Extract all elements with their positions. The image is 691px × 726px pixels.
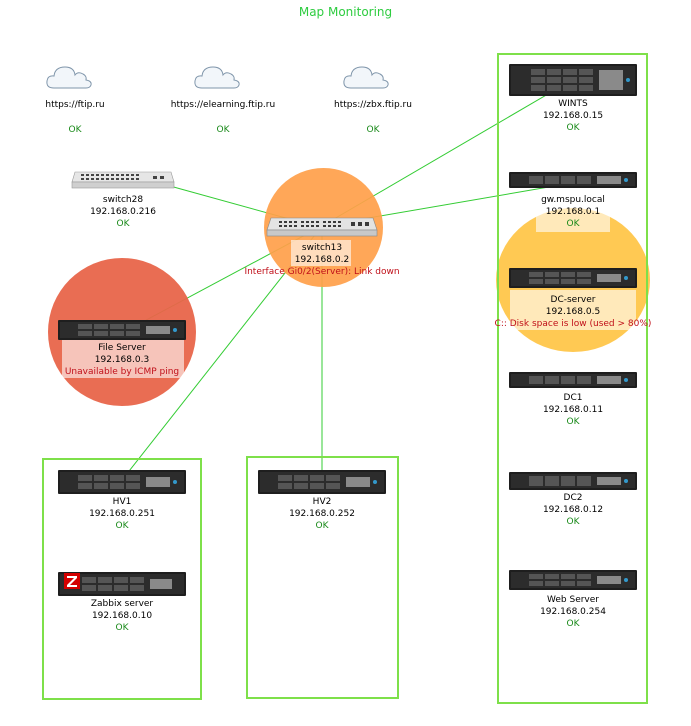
host-wints[interactable]: WINTS 192.168.0.15 OK bbox=[503, 64, 643, 136]
server-icon bbox=[509, 372, 637, 388]
host-ip: 192.168.0.1 bbox=[545, 207, 601, 217]
label-background bbox=[291, 240, 351, 266]
host-ip: 192.168.0.12 bbox=[542, 505, 604, 515]
host-status: OK bbox=[315, 521, 329, 531]
host-name: switch28 bbox=[102, 195, 144, 205]
cloud-icon bbox=[194, 66, 240, 89]
host-status: OK bbox=[566, 219, 580, 229]
label-background bbox=[536, 194, 610, 232]
host-ip: 192.168.0.2 bbox=[294, 255, 350, 265]
host-hv1[interactable]: HV1 192.168.0.251 OK bbox=[52, 470, 192, 531]
host-name: switch13 bbox=[301, 243, 343, 253]
host-ip: 192.168.0.5 bbox=[545, 307, 601, 317]
host-ip: 192.168.0.15 bbox=[542, 111, 604, 121]
host-dc-server[interactable]: DC-server 192.168.0.5 C:: Disk space is … bbox=[493, 268, 653, 332]
server-icon bbox=[509, 570, 637, 590]
host-name: HV2 bbox=[312, 497, 332, 507]
host-problem: Interface Gi0/2(Server): Link down bbox=[244, 267, 400, 277]
group-hv2[interactable] bbox=[246, 456, 399, 699]
service-url: https://elearning.ftip.ru bbox=[170, 100, 276, 110]
host-status: OK bbox=[115, 623, 129, 633]
server-icon bbox=[509, 172, 637, 188]
switch-icon bbox=[71, 171, 175, 189]
service-zbx[interactable]: https://zbx.ftip.ru OK bbox=[318, 60, 428, 140]
host-name: DC-server bbox=[550, 295, 596, 305]
host-switch13[interactable]: switch13 192.168.0.2 Interface Gi0/2(Ser… bbox=[232, 214, 412, 278]
host-name: HV1 bbox=[112, 497, 132, 507]
host-dc1[interactable]: DC1 192.168.0.11 OK bbox=[503, 372, 643, 432]
group-right[interactable] bbox=[497, 53, 648, 704]
server-icon bbox=[58, 470, 186, 494]
host-gw[interactable]: gw.mspu.local 192.168.0.1 OK bbox=[503, 172, 643, 232]
host-name: gw.mspu.local bbox=[541, 195, 605, 205]
host-web-server[interactable]: Web Server 192.168.0.254 OK bbox=[503, 570, 643, 630]
map-title: Map Monitoring bbox=[298, 5, 393, 19]
group-hv1[interactable] bbox=[42, 458, 202, 700]
host-name: DC1 bbox=[563, 393, 583, 403]
host-ip: 192.168.0.254 bbox=[540, 607, 606, 617]
host-ip: 192.168.0.251 bbox=[89, 509, 155, 519]
cloud-icon bbox=[46, 66, 92, 89]
service-ftip[interactable]: https://ftip.ru OK bbox=[30, 60, 120, 140]
host-name: Zabbix server bbox=[90, 599, 154, 609]
server-icon bbox=[258, 470, 386, 494]
service-elearning[interactable]: https://elearning.ftip.ru OK bbox=[163, 60, 283, 140]
switch-icon bbox=[266, 217, 378, 237]
host-status: OK bbox=[566, 619, 580, 629]
service-status: OK bbox=[216, 125, 230, 135]
host-dc2[interactable]: DC2 192.168.0.12 OK bbox=[503, 472, 643, 532]
host-ip: 192.168.0.252 bbox=[289, 509, 355, 519]
host-ip: 192.168.0.11 bbox=[542, 405, 604, 415]
service-status: OK bbox=[366, 125, 380, 135]
host-name: File Server bbox=[98, 343, 146, 353]
label-background bbox=[62, 340, 184, 378]
server-icon bbox=[509, 268, 637, 288]
host-ip: 192.168.0.3 bbox=[94, 355, 150, 365]
host-status: OK bbox=[116, 219, 130, 229]
server-icon bbox=[58, 320, 186, 340]
service-url: https://zbx.ftip.ru bbox=[334, 100, 412, 110]
zabbix-server-icon bbox=[58, 572, 186, 596]
host-name: DC2 bbox=[563, 493, 583, 503]
host-status: OK bbox=[566, 417, 580, 427]
server-icon bbox=[509, 472, 637, 490]
host-switch28[interactable]: switch28 192.168.0.216 OK bbox=[68, 170, 178, 230]
host-zabbix-server[interactable]: Zabbix server 192.168.0.10 OK bbox=[52, 572, 192, 633]
host-name: WINTS bbox=[558, 99, 588, 109]
host-file-server[interactable]: File Server 192.168.0.3 Unavailable by I… bbox=[52, 320, 192, 380]
host-status: OK bbox=[566, 517, 580, 527]
host-status: OK bbox=[566, 123, 580, 133]
service-status: OK bbox=[68, 125, 82, 135]
host-ip: 192.168.0.10 bbox=[91, 611, 153, 621]
host-ip: 192.168.0.216 bbox=[90, 207, 156, 217]
host-hv2[interactable]: HV2 192.168.0.252 OK bbox=[252, 470, 392, 531]
host-problem: Unavailable by ICMP ping bbox=[64, 367, 180, 377]
host-status: OK bbox=[115, 521, 129, 531]
cloud-icon bbox=[343, 66, 389, 89]
host-problem: C:: Disk space is low (used > 80%) bbox=[494, 319, 652, 329]
label-background bbox=[510, 290, 636, 330]
host-name: Web Server bbox=[547, 595, 599, 605]
server-icon bbox=[509, 64, 637, 96]
service-url: https://ftip.ru bbox=[45, 100, 105, 110]
